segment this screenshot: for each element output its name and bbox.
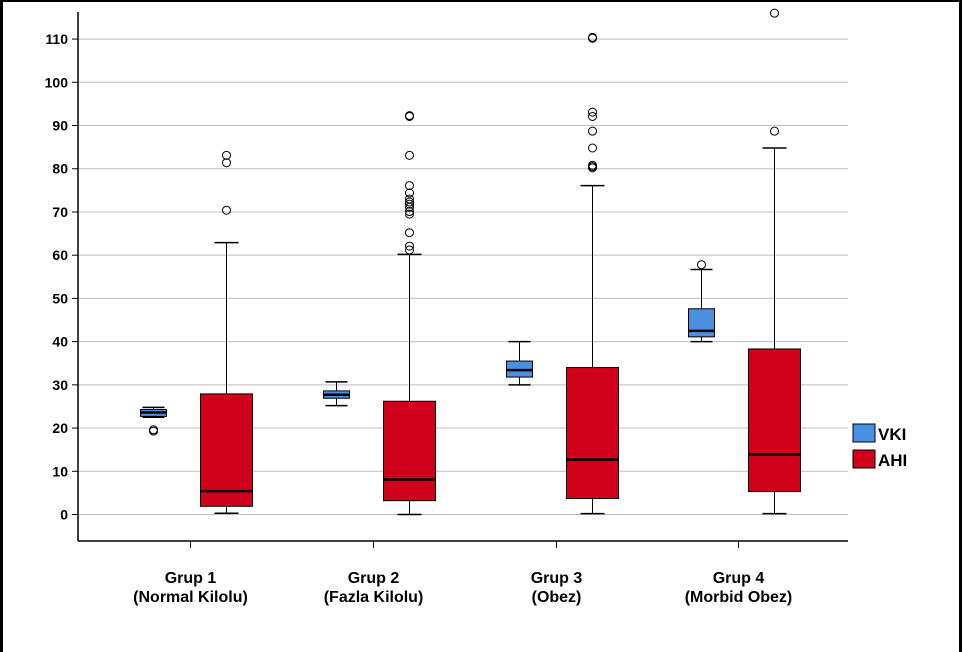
y-tick-label-100: 100: [45, 74, 69, 90]
legend: VKI AHI: [852, 423, 907, 470]
outlier-point: [405, 207, 414, 217]
outlier-point: [588, 126, 597, 136]
x-tick-label-4-line1: Grup 4: [713, 570, 765, 587]
frame-top-border: [0, 0, 962, 2]
y-tick-label-10: 10: [52, 463, 68, 479]
outlier-point: [405, 150, 414, 160]
x-tick-label-3-line2: (Obez): [532, 589, 582, 606]
outlier-point: [405, 188, 414, 198]
box-vki-grup-1: [140, 406, 167, 436]
outlier-point: [222, 150, 231, 160]
y-tick-label-40: 40: [52, 334, 68, 350]
outlier-point: [405, 245, 414, 255]
box-vki-grup-3: [506, 340, 533, 386]
box-vki-grup-2: [323, 381, 350, 407]
box-iqr: [383, 400, 436, 502]
box-iqr: [748, 348, 801, 493]
outlier-point: [588, 32, 597, 42]
legend-label-ahi: AHI: [878, 451, 907, 470]
x-tick-label-2-line1: Grup 2: [348, 570, 400, 587]
legend-label-vki: VKI: [878, 425, 906, 444]
y-tick-label-0: 0: [60, 507, 68, 523]
outlier-point: [405, 209, 414, 219]
box-ahi-grup-4: [748, 8, 801, 515]
outlier-point: [588, 160, 597, 170]
outlier-point: [770, 8, 779, 18]
box-ahi-grup-1: [200, 150, 253, 514]
box-ahi-grup-3: [566, 32, 619, 515]
legend-swatch-vki: [852, 423, 876, 443]
frame-right-border: [959, 0, 962, 652]
x-tick-label-3-line1: Grup 3: [531, 570, 583, 587]
y-tick-label-70: 70: [52, 204, 68, 220]
outlier-point: [770, 126, 779, 136]
box-vki-grup-4: [688, 260, 715, 343]
outlier-point: [405, 197, 414, 207]
y-tick-label-50: 50: [52, 290, 68, 306]
outlier-point: [405, 241, 414, 251]
outlier-point: [588, 107, 597, 117]
y-tick-label-30: 30: [52, 377, 68, 393]
y-tick-label-110: 110: [45, 31, 68, 47]
outlier-point: [149, 425, 158, 435]
box-iqr: [200, 393, 253, 507]
y-tick-label-90: 90: [52, 118, 68, 134]
outlier-point: [405, 199, 414, 209]
box-ahi-grup-2: [383, 111, 436, 516]
x-axis: Grup 1 (Normal Kilolu) Grup 2 (Fazla Kilolu…: [78, 540, 848, 606]
x-tick-label-2-line2: (Fazla Kilolu): [324, 589, 424, 606]
box-iqr: [688, 308, 715, 338]
x-tick-label-4-line2: (Morbid Obez): [685, 589, 793, 606]
y-tick-label-60: 60: [52, 247, 68, 263]
x-tick-label-1-line2: (Normal Kilolu): [133, 589, 248, 606]
box-marks: [140, 8, 801, 516]
frame-left-border: [0, 0, 3, 652]
y-tick-label-80: 80: [52, 161, 68, 177]
outlier-point: [405, 194, 414, 204]
outlier-point: [697, 260, 706, 270]
legend-swatch-ahi: [852, 449, 876, 469]
outlier-point: [405, 228, 414, 238]
box-iqr: [566, 367, 619, 500]
y-tick-label-20: 20: [52, 420, 68, 436]
outlier-point: [588, 143, 597, 153]
outlier-point: [405, 181, 414, 191]
y-axis: 0 10 20 30 40 50 60 70 80 90 100 110: [45, 12, 79, 541]
x-tick-label-1-line1: Grup 1: [165, 570, 217, 587]
outlier-point: [222, 205, 231, 215]
outlier-point: [405, 111, 414, 121]
outlier-point: [588, 111, 597, 121]
gridlines: [78, 38, 848, 515]
outlier-point: [222, 158, 231, 168]
